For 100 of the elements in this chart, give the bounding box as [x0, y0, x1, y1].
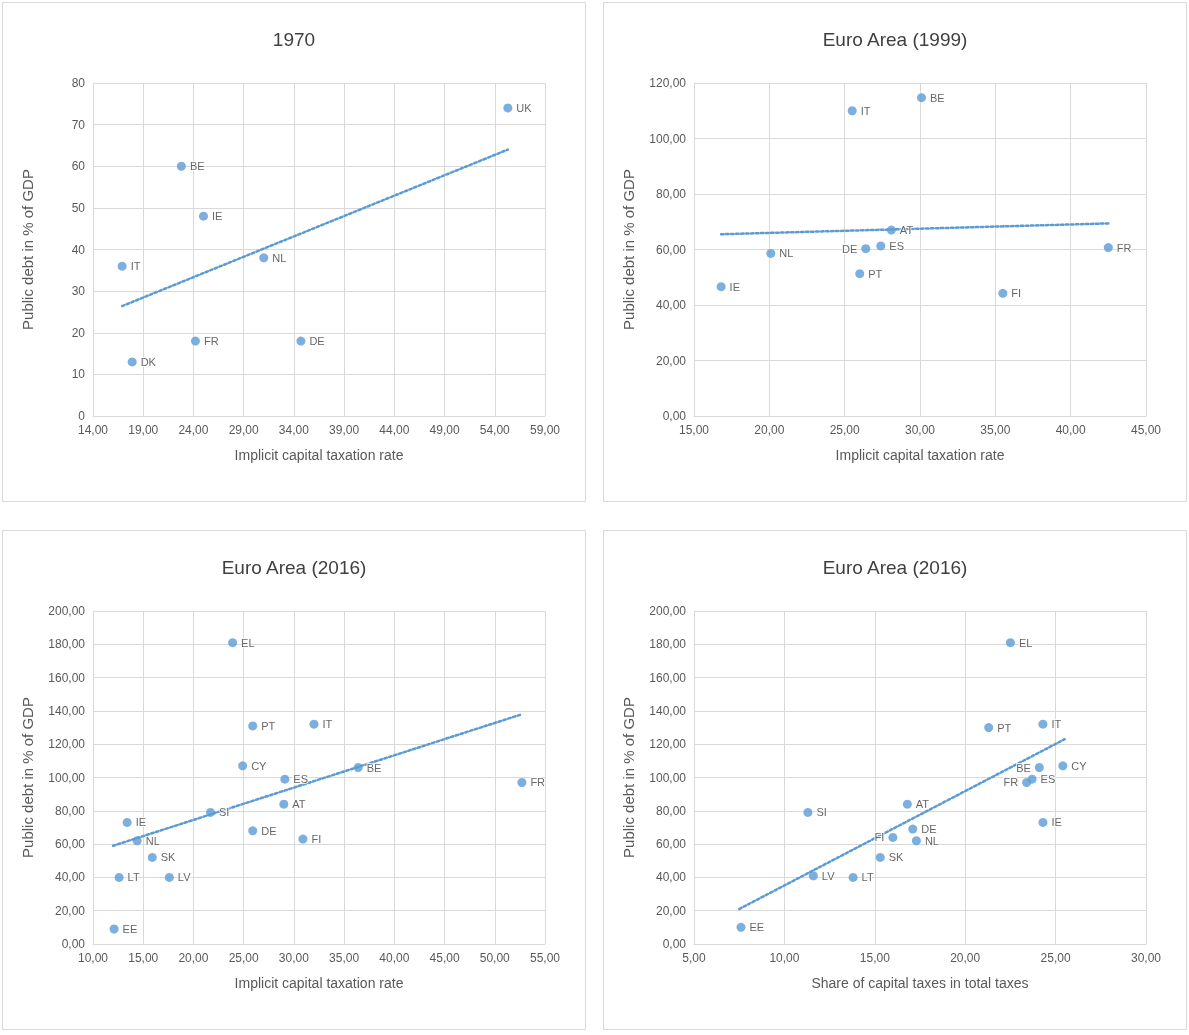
- series-label: FR: [1116, 241, 1132, 254]
- y-tick-label: 200,00: [649, 604, 687, 618]
- chart-title: Euro Area (1999): [822, 29, 968, 50]
- y-tick-label: 60,00: [54, 837, 86, 852]
- point: [998, 288, 1008, 298]
- point: [206, 807, 216, 817]
- y-tick-label: 40,00: [655, 870, 687, 885]
- series-label: SI: [816, 806, 827, 819]
- series-label: IT: [1051, 718, 1062, 731]
- series-label: CY: [1071, 759, 1088, 772]
- x-tick-label: 30,00: [1130, 951, 1162, 965]
- series-label: LV: [821, 869, 836, 882]
- series-label: SK: [160, 851, 177, 864]
- x-axis-title: Implicit capital taxation rate: [234, 447, 404, 463]
- point: [1038, 719, 1048, 729]
- y-tick-label: 20: [71, 325, 86, 340]
- point: [875, 852, 885, 862]
- y-tick-label: 60,00: [655, 242, 687, 257]
- point: [309, 719, 319, 729]
- y-tick-label: 80,00: [655, 187, 687, 201]
- point: [190, 336, 200, 346]
- point: [259, 253, 269, 263]
- series-label: IE: [729, 280, 741, 293]
- series-label: FI: [1011, 287, 1022, 300]
- series-label: EL: [241, 636, 255, 649]
- y-tick-label: 200,00: [48, 604, 86, 618]
- y-tick-label: 40,00: [54, 870, 86, 885]
- point: [296, 336, 306, 346]
- series-label: IE: [211, 210, 223, 223]
- point: [147, 852, 157, 862]
- point: [902, 799, 912, 809]
- x-tick-label: 55,00: [529, 951, 561, 965]
- point: [122, 817, 132, 827]
- x-tick-label: 35,00: [329, 951, 360, 965]
- y-tick-label: 80,00: [655, 803, 687, 818]
- point: [248, 826, 258, 836]
- point: [847, 106, 857, 116]
- series-label: NL: [145, 834, 160, 847]
- series-label: NL: [272, 251, 287, 264]
- series-label: PT: [261, 719, 276, 732]
- series-label: DE: [309, 335, 325, 348]
- y-tick-label: 100,00: [649, 131, 687, 146]
- point: [228, 638, 238, 648]
- series-label: IT: [860, 104, 871, 117]
- point: [248, 721, 258, 731]
- point: [127, 357, 137, 367]
- y-tick-label: 100,00: [48, 770, 86, 785]
- y-tick-label: 0,00: [662, 409, 687, 423]
- point: [353, 763, 363, 773]
- x-tick-label: 50,00: [479, 951, 511, 965]
- x-tick-label: 30,00: [904, 423, 936, 437]
- point: [503, 103, 513, 113]
- point: [1022, 778, 1032, 787]
- point: [888, 832, 898, 842]
- y-tick-label: 10: [71, 367, 86, 382]
- y-tick-label: 50: [71, 200, 86, 215]
- series-label: EE: [749, 921, 765, 934]
- series-label: IT: [322, 718, 333, 731]
- point: [164, 872, 174, 882]
- y-tick-label: 100,00: [649, 770, 687, 785]
- series-label: FR: [1003, 776, 1019, 789]
- x-tick-label: 59,00: [529, 423, 561, 437]
- chart-title: 1970: [272, 29, 316, 50]
- y-tick-label: 80: [71, 76, 86, 90]
- x-tick-label: 54,00: [479, 423, 511, 437]
- y-tick-label: 40: [71, 242, 86, 257]
- x-tick-label: 20,00: [950, 951, 981, 965]
- point: [886, 225, 896, 235]
- y-axis-title: Public debt in % of GDP: [19, 169, 36, 330]
- x-tick-label: 24,00: [178, 423, 209, 437]
- y-tick-label: 0,00: [662, 937, 687, 951]
- y-tick-label: 70: [71, 117, 86, 132]
- x-tick-label: 20,00: [178, 951, 209, 965]
- series-label: DE: [921, 823, 937, 836]
- x-tick-label: 19,00: [128, 423, 159, 437]
- point: [117, 261, 127, 271]
- x-tick-label: 14,00: [77, 423, 109, 437]
- point: [114, 872, 124, 882]
- series-label: CY: [251, 759, 268, 772]
- x-axis-title: Implicit capital taxation rate: [835, 447, 1005, 463]
- point: [517, 778, 527, 787]
- x-tick-label: 39,00: [329, 423, 360, 437]
- y-axis-title: Public debt in % of GDP: [19, 697, 36, 858]
- point: [1005, 638, 1015, 648]
- y-tick-label: 160,00: [649, 670, 687, 685]
- point: [132, 836, 142, 846]
- series-label: LT: [127, 871, 140, 884]
- series-label: PT: [868, 267, 883, 280]
- x-tick-label: 25,00: [829, 423, 861, 437]
- series-label: DE: [261, 824, 277, 837]
- chart-title: Euro Area (2016): [221, 557, 367, 578]
- point: [803, 807, 813, 817]
- point: [298, 834, 308, 844]
- series-label: ES: [293, 773, 309, 786]
- point: [861, 244, 871, 254]
- y-tick-label: 0: [78, 409, 86, 423]
- point: [716, 282, 726, 292]
- series-label: IE: [135, 816, 147, 829]
- series-label: FR: [530, 776, 546, 789]
- y-tick-label: 20,00: [655, 353, 687, 368]
